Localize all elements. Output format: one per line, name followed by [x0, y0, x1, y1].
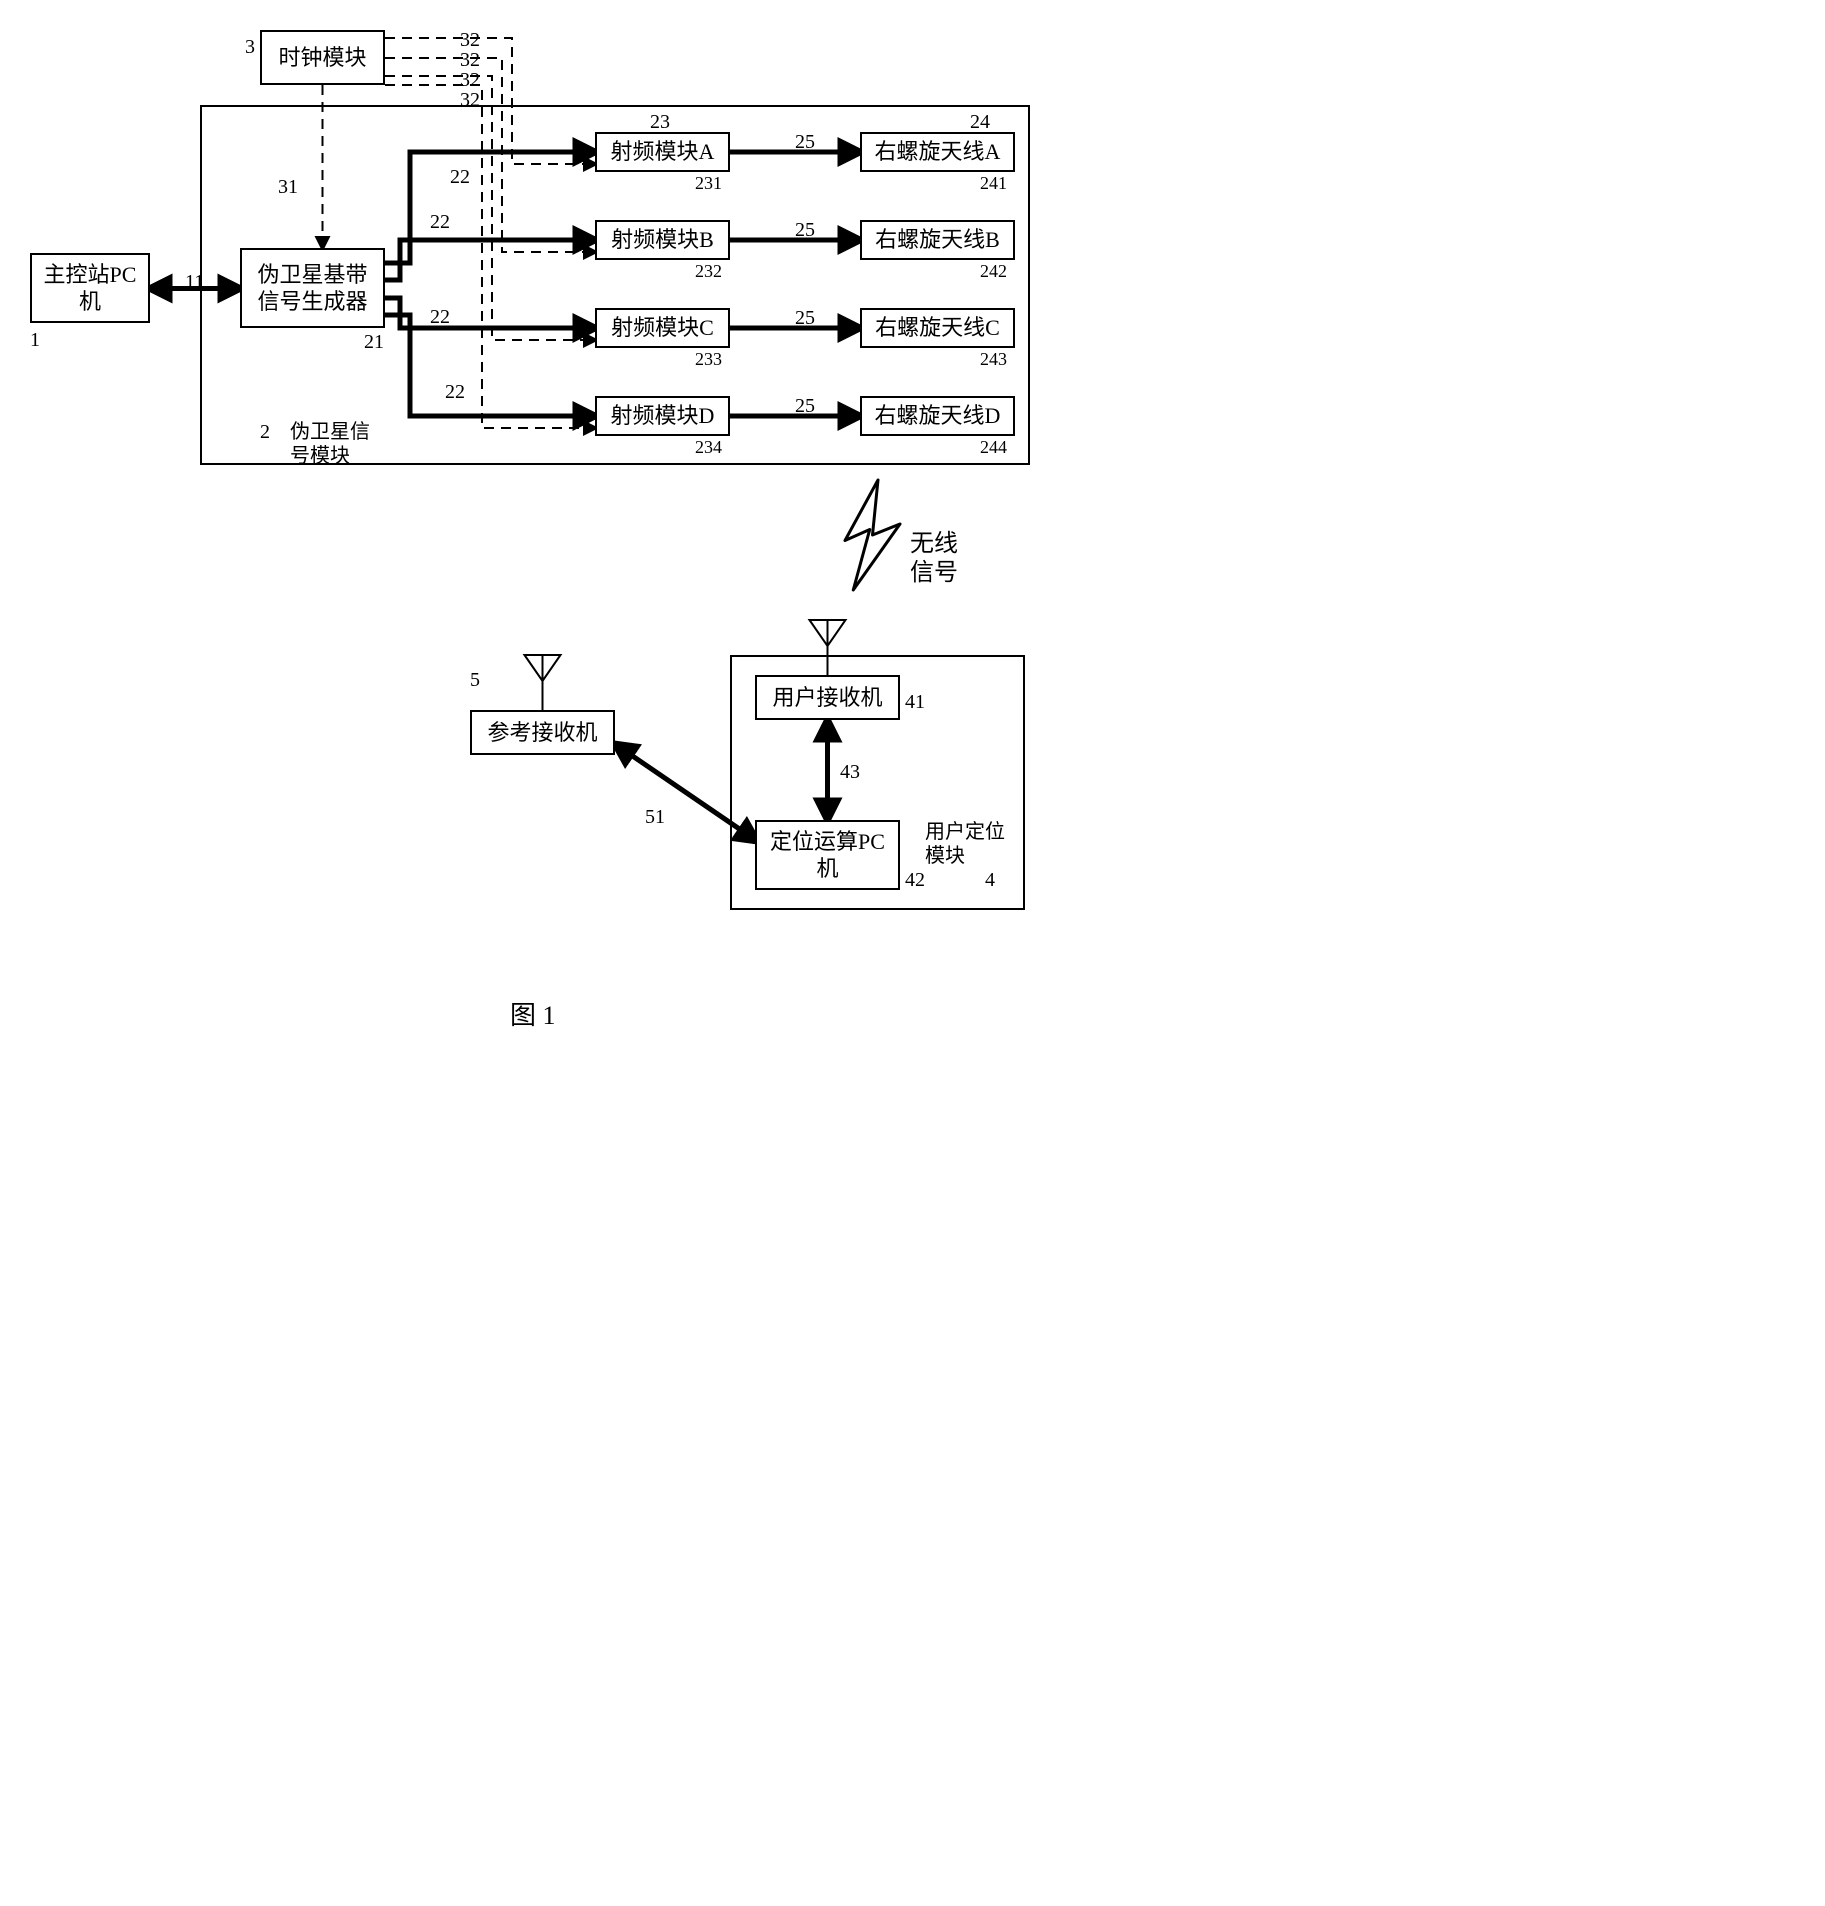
label-l32d: 32: [460, 88, 480, 112]
label-l241: 241: [980, 173, 1007, 195]
antB-box: 右螺旋天线B: [860, 220, 1015, 260]
label-l242: 242: [980, 261, 1007, 283]
label-l22a: 22: [450, 165, 470, 189]
label-l1: 1: [30, 328, 40, 352]
label-l31: 31: [278, 175, 298, 199]
label-l5: 5: [470, 668, 480, 692]
label-l42: 42: [905, 868, 925, 892]
label-l22c: 22: [430, 305, 450, 329]
gen-box: 伪卫星基带 信号生成器: [240, 248, 385, 328]
label-l232: 232: [695, 261, 722, 283]
label-l22b: 22: [430, 210, 450, 234]
label-fig: 图 1: [510, 1000, 556, 1031]
label-l43: 43: [840, 760, 860, 784]
label-l25c: 25: [795, 306, 815, 330]
label-l2: 2: [260, 420, 270, 444]
label-wireless: 无线 信号: [910, 530, 958, 588]
label-l243: 243: [980, 349, 1007, 371]
label-l233: 233: [695, 349, 722, 371]
label-userModuleLabel: 用户定位 模块: [925, 820, 1005, 868]
antC-box: 右螺旋天线C: [860, 308, 1015, 348]
label-l25d: 25: [795, 394, 815, 418]
rfD-box: 射频模块D: [595, 396, 730, 436]
rfC-box: 射频模块C: [595, 308, 730, 348]
rfB-box: 射频模块B: [595, 220, 730, 260]
label-l22d: 22: [445, 380, 465, 404]
antA-box: 右螺旋天线A: [860, 132, 1015, 172]
label-l41: 41: [905, 690, 925, 714]
label-l3: 3: [245, 35, 255, 59]
clock-box: 时钟模块: [260, 30, 385, 85]
label-l234: 234: [695, 437, 722, 459]
pc-box: 主控站PC 机: [30, 253, 150, 323]
label-l24: 24: [970, 110, 990, 134]
label-l25b: 25: [795, 218, 815, 242]
label-l25a: 25: [795, 130, 815, 154]
label-l11: 11: [185, 270, 204, 294]
label-l231: 231: [695, 173, 722, 195]
label-l21: 21: [364, 330, 384, 354]
label-signalModuleLabel: 伪卫星信 号模块: [290, 420, 370, 468]
label-l23: 23: [650, 110, 670, 134]
rfA-box: 射频模块A: [595, 132, 730, 172]
label-l4: 4: [985, 868, 995, 892]
userRx-box: 用户接收机: [755, 675, 900, 720]
label-l244: 244: [980, 437, 1007, 459]
posPc-box: 定位运算PC 机: [755, 820, 900, 890]
antD-box: 右螺旋天线D: [860, 396, 1015, 436]
label-l51: 51: [645, 805, 665, 829]
refRx-box: 参考接收机: [470, 710, 615, 755]
